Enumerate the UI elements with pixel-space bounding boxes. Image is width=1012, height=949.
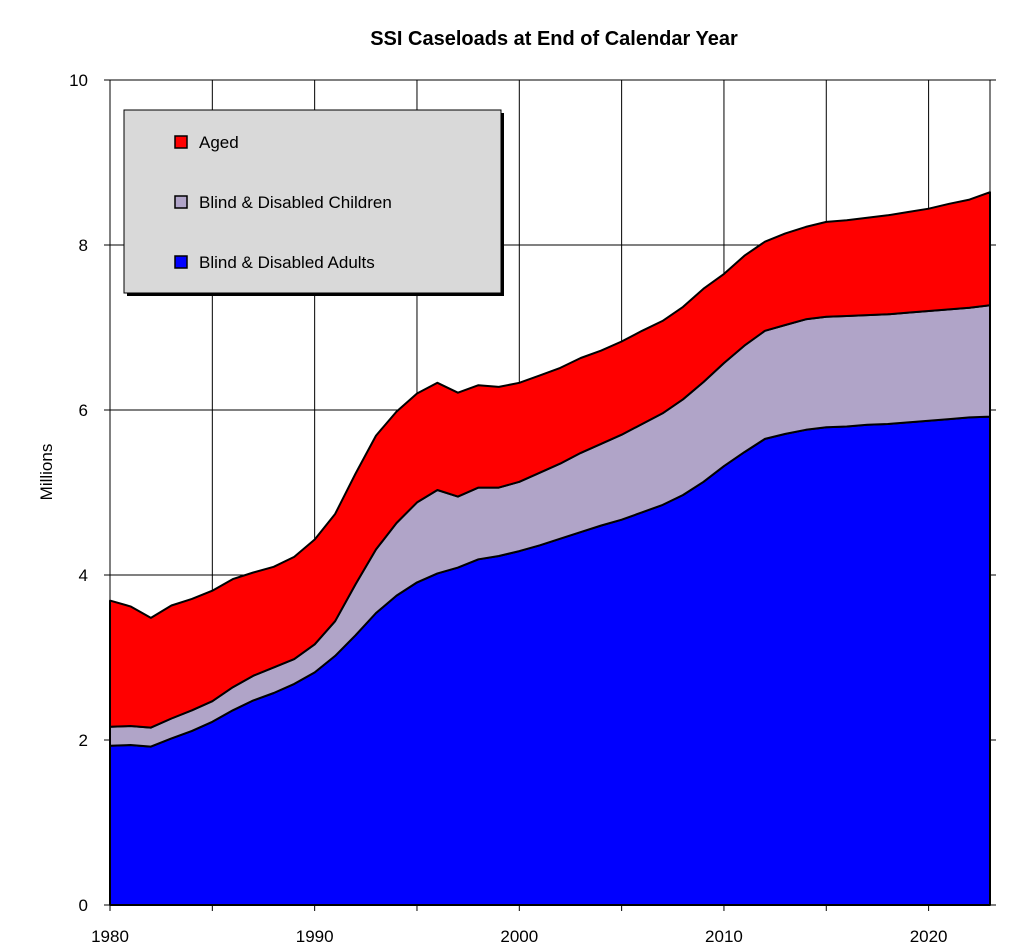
stacked-areas bbox=[109, 191, 991, 906]
plot-frame bbox=[109, 79, 991, 906]
legend-swatch-aged bbox=[174, 135, 188, 149]
y-axis-label: Millions bbox=[37, 444, 56, 501]
legend: Aged Blind & Disabled Children Blind & Dis… bbox=[123, 109, 504, 296]
legend-label-blind-and-disabled-children: Blind & Disabled Children bbox=[199, 193, 392, 212]
y-tick-label-2: 2 bbox=[79, 731, 88, 750]
x-tick-label-1990: 1990 bbox=[296, 927, 334, 946]
legend-label-blind-and-disabled-adults: Blind & Disabled Adults bbox=[199, 253, 375, 272]
y-tick-label-0: 0 bbox=[79, 896, 88, 915]
y-tick-label-8: 8 bbox=[79, 236, 88, 255]
axis-ticks: 0 2 4 6 8 10 1980 1990 2000 2010 2020 bbox=[69, 71, 996, 946]
legend-swatch-blind-and-disabled-adults bbox=[174, 255, 188, 269]
legend-label-aged: Aged bbox=[199, 133, 239, 152]
y-tick-label-10: 10 bbox=[69, 71, 88, 90]
x-tick-label-1980: 1980 bbox=[91, 927, 129, 946]
x-tick-label-2010: 2010 bbox=[705, 927, 743, 946]
chart-title: SSI Caseloads at End of Calendar Year bbox=[370, 28, 738, 50]
x-tick-label-2020: 2020 bbox=[910, 927, 948, 946]
legend-swatch-blind-and-disabled-children bbox=[174, 195, 188, 209]
y-tick-label-4: 4 bbox=[79, 566, 88, 585]
y-tick-label-6: 6 bbox=[79, 401, 88, 420]
x-tick-label-2000: 2000 bbox=[500, 927, 538, 946]
